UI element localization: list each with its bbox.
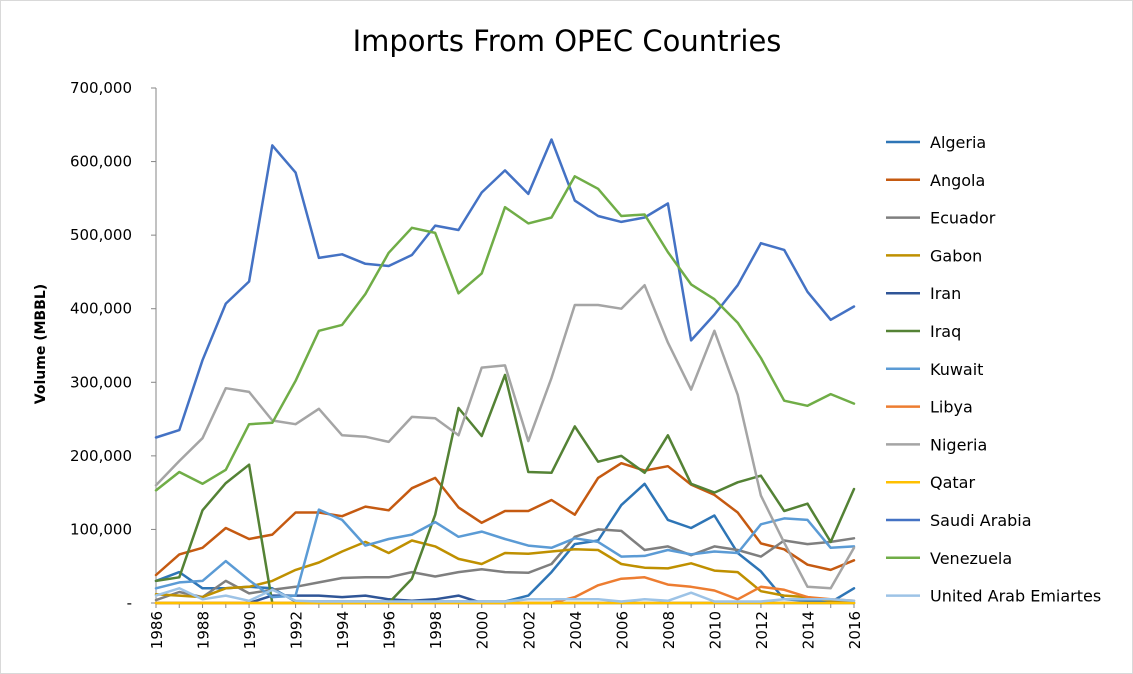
legend-item-nigeria: Nigeria [886, 435, 987, 454]
series-line-iraq [154, 373, 856, 605]
y-tick-label: 400,000 [70, 300, 132, 318]
legend-label: Venezuela [930, 549, 1012, 568]
legend: Algeria Angola Ecuador Gabon Iran Iraq Kuwait L… [886, 133, 1101, 606]
y-axis-label: Volume (MBBL) [33, 284, 49, 404]
legend-item-iran: Iran [886, 284, 961, 303]
legend-label: Saudi Arabia [930, 511, 1032, 530]
legend-label: Angola [930, 171, 985, 190]
series-line-saudi-arabia [154, 138, 856, 439]
x-tick-label: 1988 [195, 611, 213, 649]
y-tick-label: 500,000 [70, 226, 132, 244]
legend-label: Ecuador [930, 209, 996, 228]
legend-item-venezuela: Venezuela [886, 549, 1012, 568]
legend-item-qatar: Qatar [886, 473, 975, 492]
x-tick-label: 2016 [846, 611, 864, 649]
x-tick-label: 2014 [799, 611, 817, 649]
x-tick-label: 2004 [567, 611, 585, 649]
axes [155, 88, 854, 604]
legend-item-iraq: Iraq [886, 322, 961, 341]
x-tick-label: 1994 [334, 611, 352, 649]
legend-label: Algeria [930, 133, 986, 152]
x-tick-label: 1986 [148, 611, 166, 649]
legend-item-angola: Angola [886, 171, 985, 190]
series-line-united-arab-emiartes [154, 587, 856, 603]
y-tick-label: 200,000 [70, 447, 132, 465]
x-tick-label: 1990 [241, 611, 259, 649]
legend-item-ecuador: Ecuador [886, 209, 996, 228]
legend-item-united-arab-emiartes: United Arab Emiartes [886, 587, 1101, 606]
x-tick-labels: 1986 1988 1990 1992 1994 1996 1998 2000 2002 2004… [148, 603, 864, 649]
x-tick-label: 1996 [381, 611, 399, 649]
legend-item-saudi-arabia: Saudi Arabia [886, 511, 1032, 530]
legend-label: Iraq [930, 322, 961, 341]
series-line-kuwait [154, 508, 856, 599]
y-tick-label: 300,000 [70, 373, 132, 391]
x-tick-label: 2000 [474, 611, 492, 649]
series-line-nigeria [154, 283, 856, 590]
series-lines [154, 138, 856, 605]
x-tick-label: 2006 [613, 611, 631, 649]
series-line-angola [154, 461, 856, 577]
legend-item-gabon: Gabon [886, 246, 982, 265]
legend-label: Nigeria [930, 435, 987, 454]
y-tick-labels: - 100,000 200,000 300,000 400,000 500,000 600,… [70, 79, 156, 612]
legend-item-libya: Libya [886, 398, 973, 417]
x-tick-label: 2012 [753, 611, 771, 649]
legend-label: United Arab Emiartes [930, 587, 1101, 606]
y-tick-label: - [127, 594, 132, 612]
x-tick-label: 2008 [660, 611, 678, 649]
y-tick-label: 600,000 [70, 153, 132, 171]
x-tick-label: 1992 [288, 611, 306, 649]
legend-item-algeria: Algeria [886, 133, 986, 152]
legend-label: Iran [930, 284, 961, 303]
legend-item-kuwait: Kuwait [886, 360, 983, 379]
y-tick-label: 100,000 [70, 520, 132, 538]
y-tick-label: 700,000 [70, 79, 132, 97]
x-tick-label: 2002 [520, 611, 538, 649]
chart-title: Imports From OPEC Countries [353, 24, 782, 58]
legend-label: Qatar [930, 473, 975, 492]
legend-label: Gabon [930, 246, 982, 265]
series-line-venezuela [154, 175, 856, 492]
legend-label: Kuwait [930, 360, 983, 379]
x-tick-label: 1998 [427, 611, 445, 649]
x-tick-label: 2010 [706, 611, 724, 649]
series-line-gabon [154, 539, 856, 605]
legend-label: Libya [930, 398, 973, 417]
